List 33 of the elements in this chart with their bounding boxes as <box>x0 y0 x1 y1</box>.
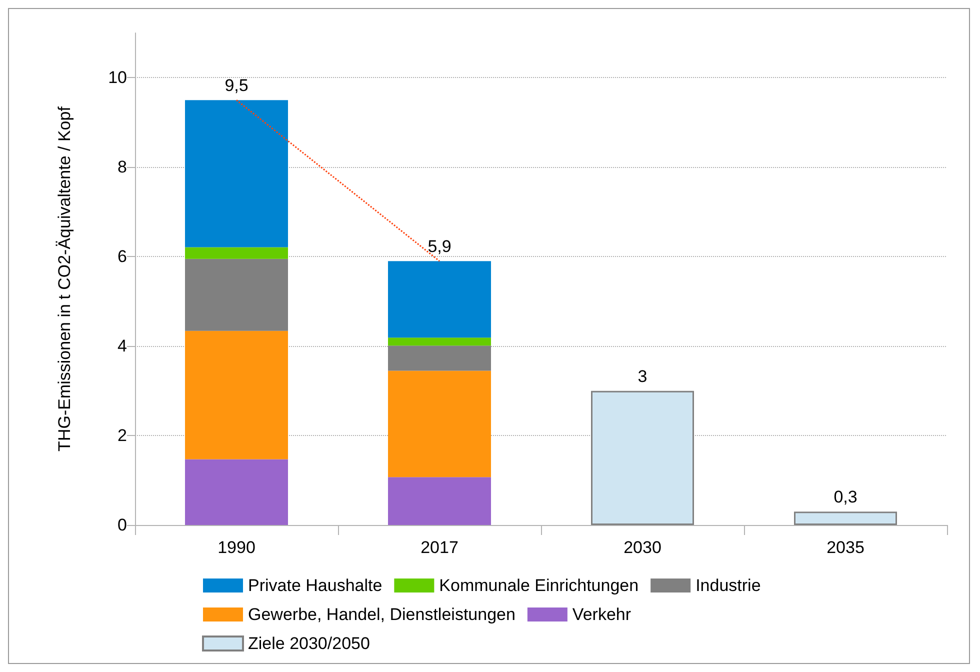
legend-label: Kommunale Einrichtungen <box>439 576 639 595</box>
bar <box>185 247 288 259</box>
bar <box>388 477 491 525</box>
bar <box>388 370 491 478</box>
bar <box>388 346 491 371</box>
bar <box>388 261 491 338</box>
bar <box>185 459 288 525</box>
bar <box>388 338 491 346</box>
total-label: 3 <box>638 366 648 386</box>
legend-label: Industrie <box>696 576 761 595</box>
bar <box>185 258 288 331</box>
total-label: 5,9 <box>428 237 452 256</box>
bar <box>591 390 694 525</box>
y-tick-label: 10 <box>108 68 127 88</box>
y-tick-label: 2 <box>118 426 127 446</box>
y-tick-label: 0 <box>118 516 127 534</box>
y-axis-title: THG-Emissionen in t CO2-Äquivaltente / Kopf <box>55 106 74 452</box>
x-tick-label: 2035 <box>826 538 864 557</box>
y-tick-label: 4 <box>118 336 127 356</box>
bar <box>794 512 897 525</box>
x-tick-label: 2017 <box>420 538 458 557</box>
legend-label: Verkehr <box>572 605 632 624</box>
y-tick-label: 6 <box>118 247 127 266</box>
legend-label: Ziele 2030/2050 <box>248 634 370 653</box>
bar <box>185 100 288 248</box>
legend-label: Private Haushalte <box>248 576 382 595</box>
total-label: 9,5 <box>224 76 248 96</box>
bar <box>185 330 288 460</box>
legend-label: Gewerbe, Handel, Dienstleistungen <box>248 605 516 624</box>
x-tick-label: 2030 <box>624 538 662 557</box>
y-tick-label: 8 <box>118 158 127 177</box>
x-tick-label: 1990 <box>218 538 256 557</box>
total-label: 0,3 <box>834 488 858 507</box>
